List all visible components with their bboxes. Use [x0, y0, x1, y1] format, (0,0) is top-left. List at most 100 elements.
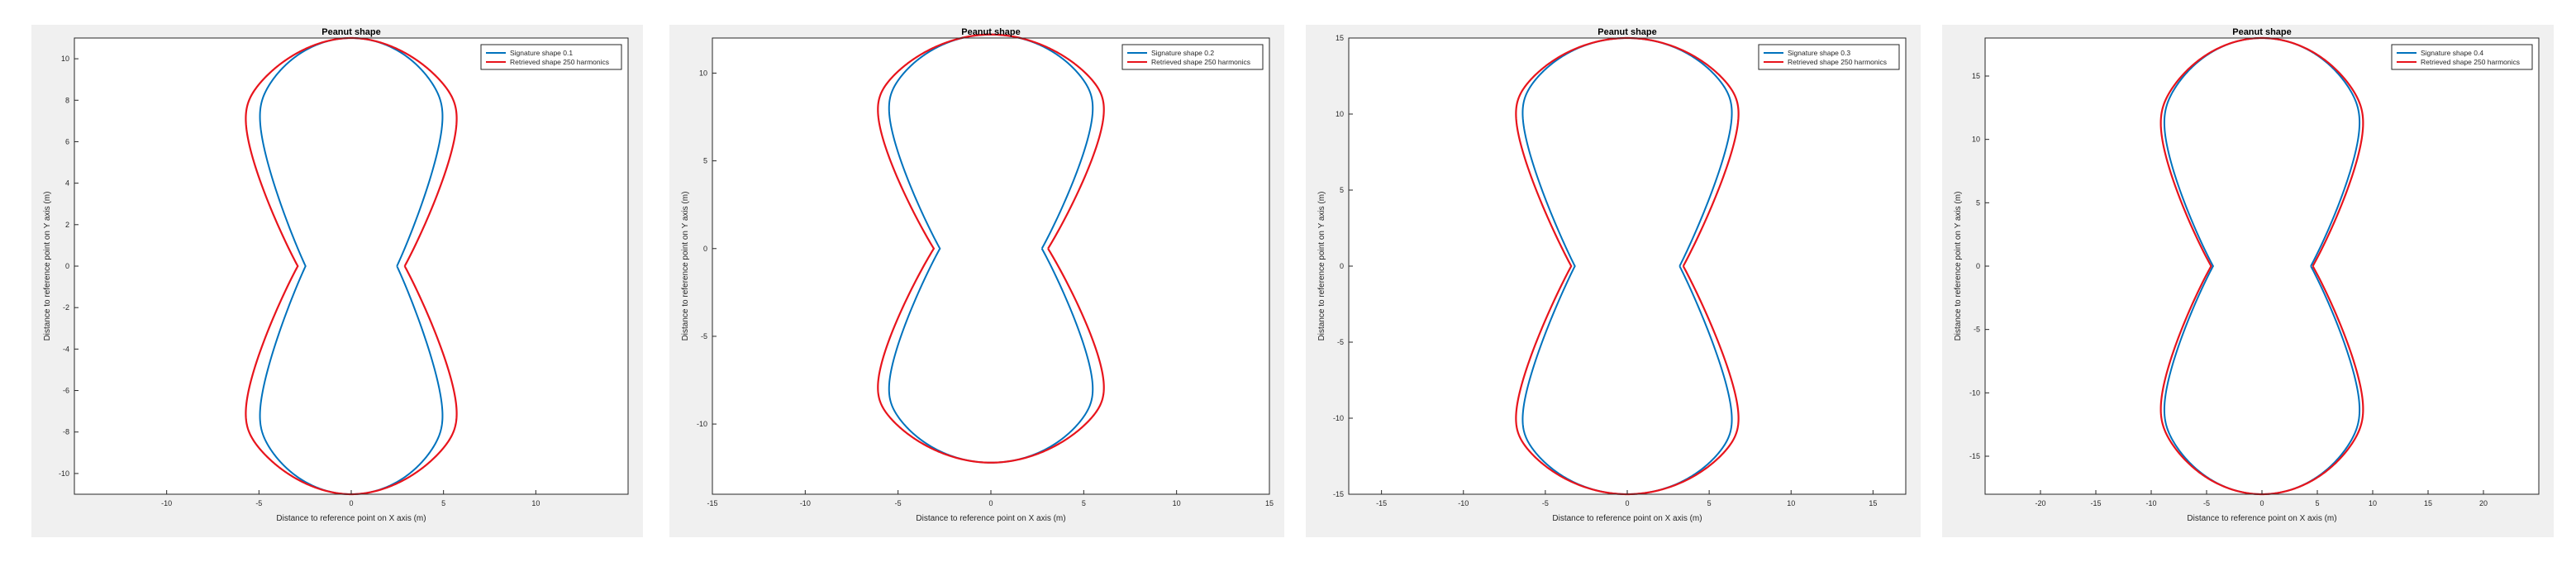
x-tick-label: -10	[1458, 499, 1469, 507]
y-axis-label: Distance to reference point on Y axis (m…	[43, 192, 52, 341]
x-tick-label: 20	[2479, 499, 2488, 507]
peanut-shape-chart: -10 -5 0 5 10 -10 -8 -6 -4 -2 0 2 4 6 8 10 Peanut shape D…	[43, 27, 629, 523]
y-tick-label: -6	[63, 387, 69, 395]
plot-area	[1985, 38, 2539, 494]
legend-entry: Retrieved shape 250 harmonics	[1151, 58, 1250, 66]
x-tick-label: -5	[895, 499, 902, 507]
x-tick-label: 0	[988, 499, 993, 507]
x-tick-label: 5	[1082, 499, 1086, 507]
x-tick-label: -5	[1542, 499, 1549, 507]
y-tick-label: 5	[1976, 198, 1980, 207]
legend-entry: Retrieved shape 250 harmonics	[2421, 58, 2520, 66]
x-tick-label: -5	[2203, 499, 2210, 507]
x-axis-label: Distance to reference point on X axis (m…	[916, 514, 1065, 523]
legend-entry: Retrieved shape 250 harmonics	[1788, 58, 1887, 66]
peanut-shape-chart: -15 -10 -5 0 5 10 15 -10 -5 0 5 10 Peanut shape Dista…	[681, 27, 1274, 523]
chart-title: Peanut shape	[1598, 27, 1657, 37]
y-tick-label: 8	[65, 96, 69, 104]
peanut-shape-chart: -15 -10 -5 0 5 10 15 -15 -10 -5 0 5 10 15 Peanut shape…	[1317, 27, 1907, 523]
x-tick-label: -10	[161, 499, 172, 507]
y-axis-label: Distance to reference point on Y axis (m…	[1317, 192, 1326, 341]
x-tick-label: 10	[531, 499, 540, 507]
y-tick-label: -10	[1333, 414, 1344, 422]
y-tick-label: -4	[63, 345, 69, 353]
y-tick-label: 15	[1336, 34, 1344, 42]
y-tick-label: -10	[697, 420, 707, 428]
legend-entry: Signature shape 0.1	[510, 49, 573, 57]
series-line-retrieved	[877, 33, 1105, 464]
x-tick-label: 10	[2369, 499, 2377, 507]
y-tick-label: 2	[65, 221, 69, 229]
x-tick-label: 0	[349, 499, 353, 507]
y-axis-label: Distance to reference point on Y axis (m…	[681, 192, 690, 341]
figure-window: -10 -5 0 5 10 -10 -8 -6 -4 -2 0 2 4 6 8 10 Peanut shape D…	[31, 25, 643, 537]
y-tick-label: 0	[703, 245, 707, 253]
x-tick-label: 15	[1265, 499, 1274, 507]
series-line-retrieved	[245, 36, 458, 496]
y-tick-label: -5	[701, 332, 707, 341]
y-tick-label: 15	[1972, 72, 1980, 80]
series-line-signature	[888, 33, 1094, 464]
y-tick-label: 5	[703, 157, 707, 165]
legend-entry: Signature shape 0.2	[1151, 49, 1214, 57]
x-tick-label: -10	[2145, 499, 2156, 507]
x-tick-label: -10	[800, 499, 811, 507]
x-tick-label: -15	[1376, 499, 1387, 507]
x-tick-label: 10	[1787, 499, 1795, 507]
x-tick-label: 5	[441, 499, 445, 507]
y-tick-label: 5	[1340, 186, 1344, 194]
peanut-shape-chart: -20 -15 -10 -5 0 5 10 15 20 -15 -10 -5 0 5 10 15 Peanut …	[1954, 27, 2540, 523]
x-tick-label: 10	[1173, 499, 1181, 507]
x-tick-label: 15	[1869, 499, 1877, 507]
legend-entry: Signature shape 0.3	[1788, 49, 1850, 57]
figure-window: -15 -10 -5 0 5 10 15 -15 -10 -5 0 5 10 15 Peanut shape…	[1306, 25, 1921, 537]
y-tick-label: 6	[65, 137, 69, 145]
x-axis-label: Distance to reference point on X axis (m…	[1552, 514, 1702, 523]
y-tick-label: -5	[1974, 326, 1980, 334]
figure-window: -15 -10 -5 0 5 10 15 -10 -5 0 5 10 Peanut shape Dista…	[669, 25, 1284, 537]
plot-area	[712, 38, 1269, 494]
y-tick-label: -10	[59, 469, 69, 478]
series-line-signature	[259, 36, 444, 496]
y-tick-label: -15	[1333, 490, 1344, 498]
plot-area	[74, 38, 628, 494]
y-tick-label: 0	[1976, 262, 1980, 270]
y-tick-label: -10	[1969, 388, 1980, 397]
chart-title: Peanut shape	[2232, 27, 2292, 37]
plot-area	[1349, 38, 1906, 494]
chart-title: Peanut shape	[321, 27, 381, 37]
x-tick-label: -15	[707, 499, 717, 507]
y-tick-label: -8	[63, 428, 69, 436]
x-tick-label: -5	[255, 499, 262, 507]
y-tick-label: 10	[1336, 110, 1344, 118]
x-tick-label: 0	[1625, 499, 1629, 507]
figure-window: -20 -15 -10 -5 0 5 10 15 20 -15 -10 -5 0 5 10 15 Peanut …	[1942, 25, 2554, 537]
legend-entry: Retrieved shape 250 harmonics	[510, 58, 609, 66]
y-tick-label: 10	[1972, 136, 1980, 144]
y-tick-label: -15	[1969, 452, 1980, 460]
y-tick-label: 0	[65, 262, 69, 270]
y-axis-label: Distance to reference point on Y axis (m…	[1954, 192, 1963, 341]
y-tick-label: -5	[1337, 338, 1344, 346]
x-tick-label: 15	[2424, 499, 2432, 507]
y-tick-label: 10	[61, 55, 69, 63]
x-tick-label: 0	[2259, 499, 2264, 507]
series-line-retrieved	[2159, 36, 2364, 496]
series-line-retrieved	[1515, 36, 1740, 496]
x-tick-label: 5	[1707, 499, 1712, 507]
y-tick-label: 10	[699, 69, 707, 77]
legend-entry: Signature shape 0.4	[2421, 49, 2483, 57]
x-tick-label: -20	[2035, 499, 2045, 507]
x-axis-label: Distance to reference point on X axis (m…	[2187, 514, 2336, 523]
x-tick-label: 5	[2315, 499, 2319, 507]
y-tick-label: 4	[65, 179, 69, 188]
x-axis-label: Distance to reference point on X axis (m…	[276, 514, 426, 523]
y-tick-label: 0	[1340, 262, 1344, 270]
x-tick-label: -15	[2090, 499, 2101, 507]
y-tick-label: -2	[63, 303, 69, 312]
chart-title: Peanut shape	[961, 27, 1021, 37]
